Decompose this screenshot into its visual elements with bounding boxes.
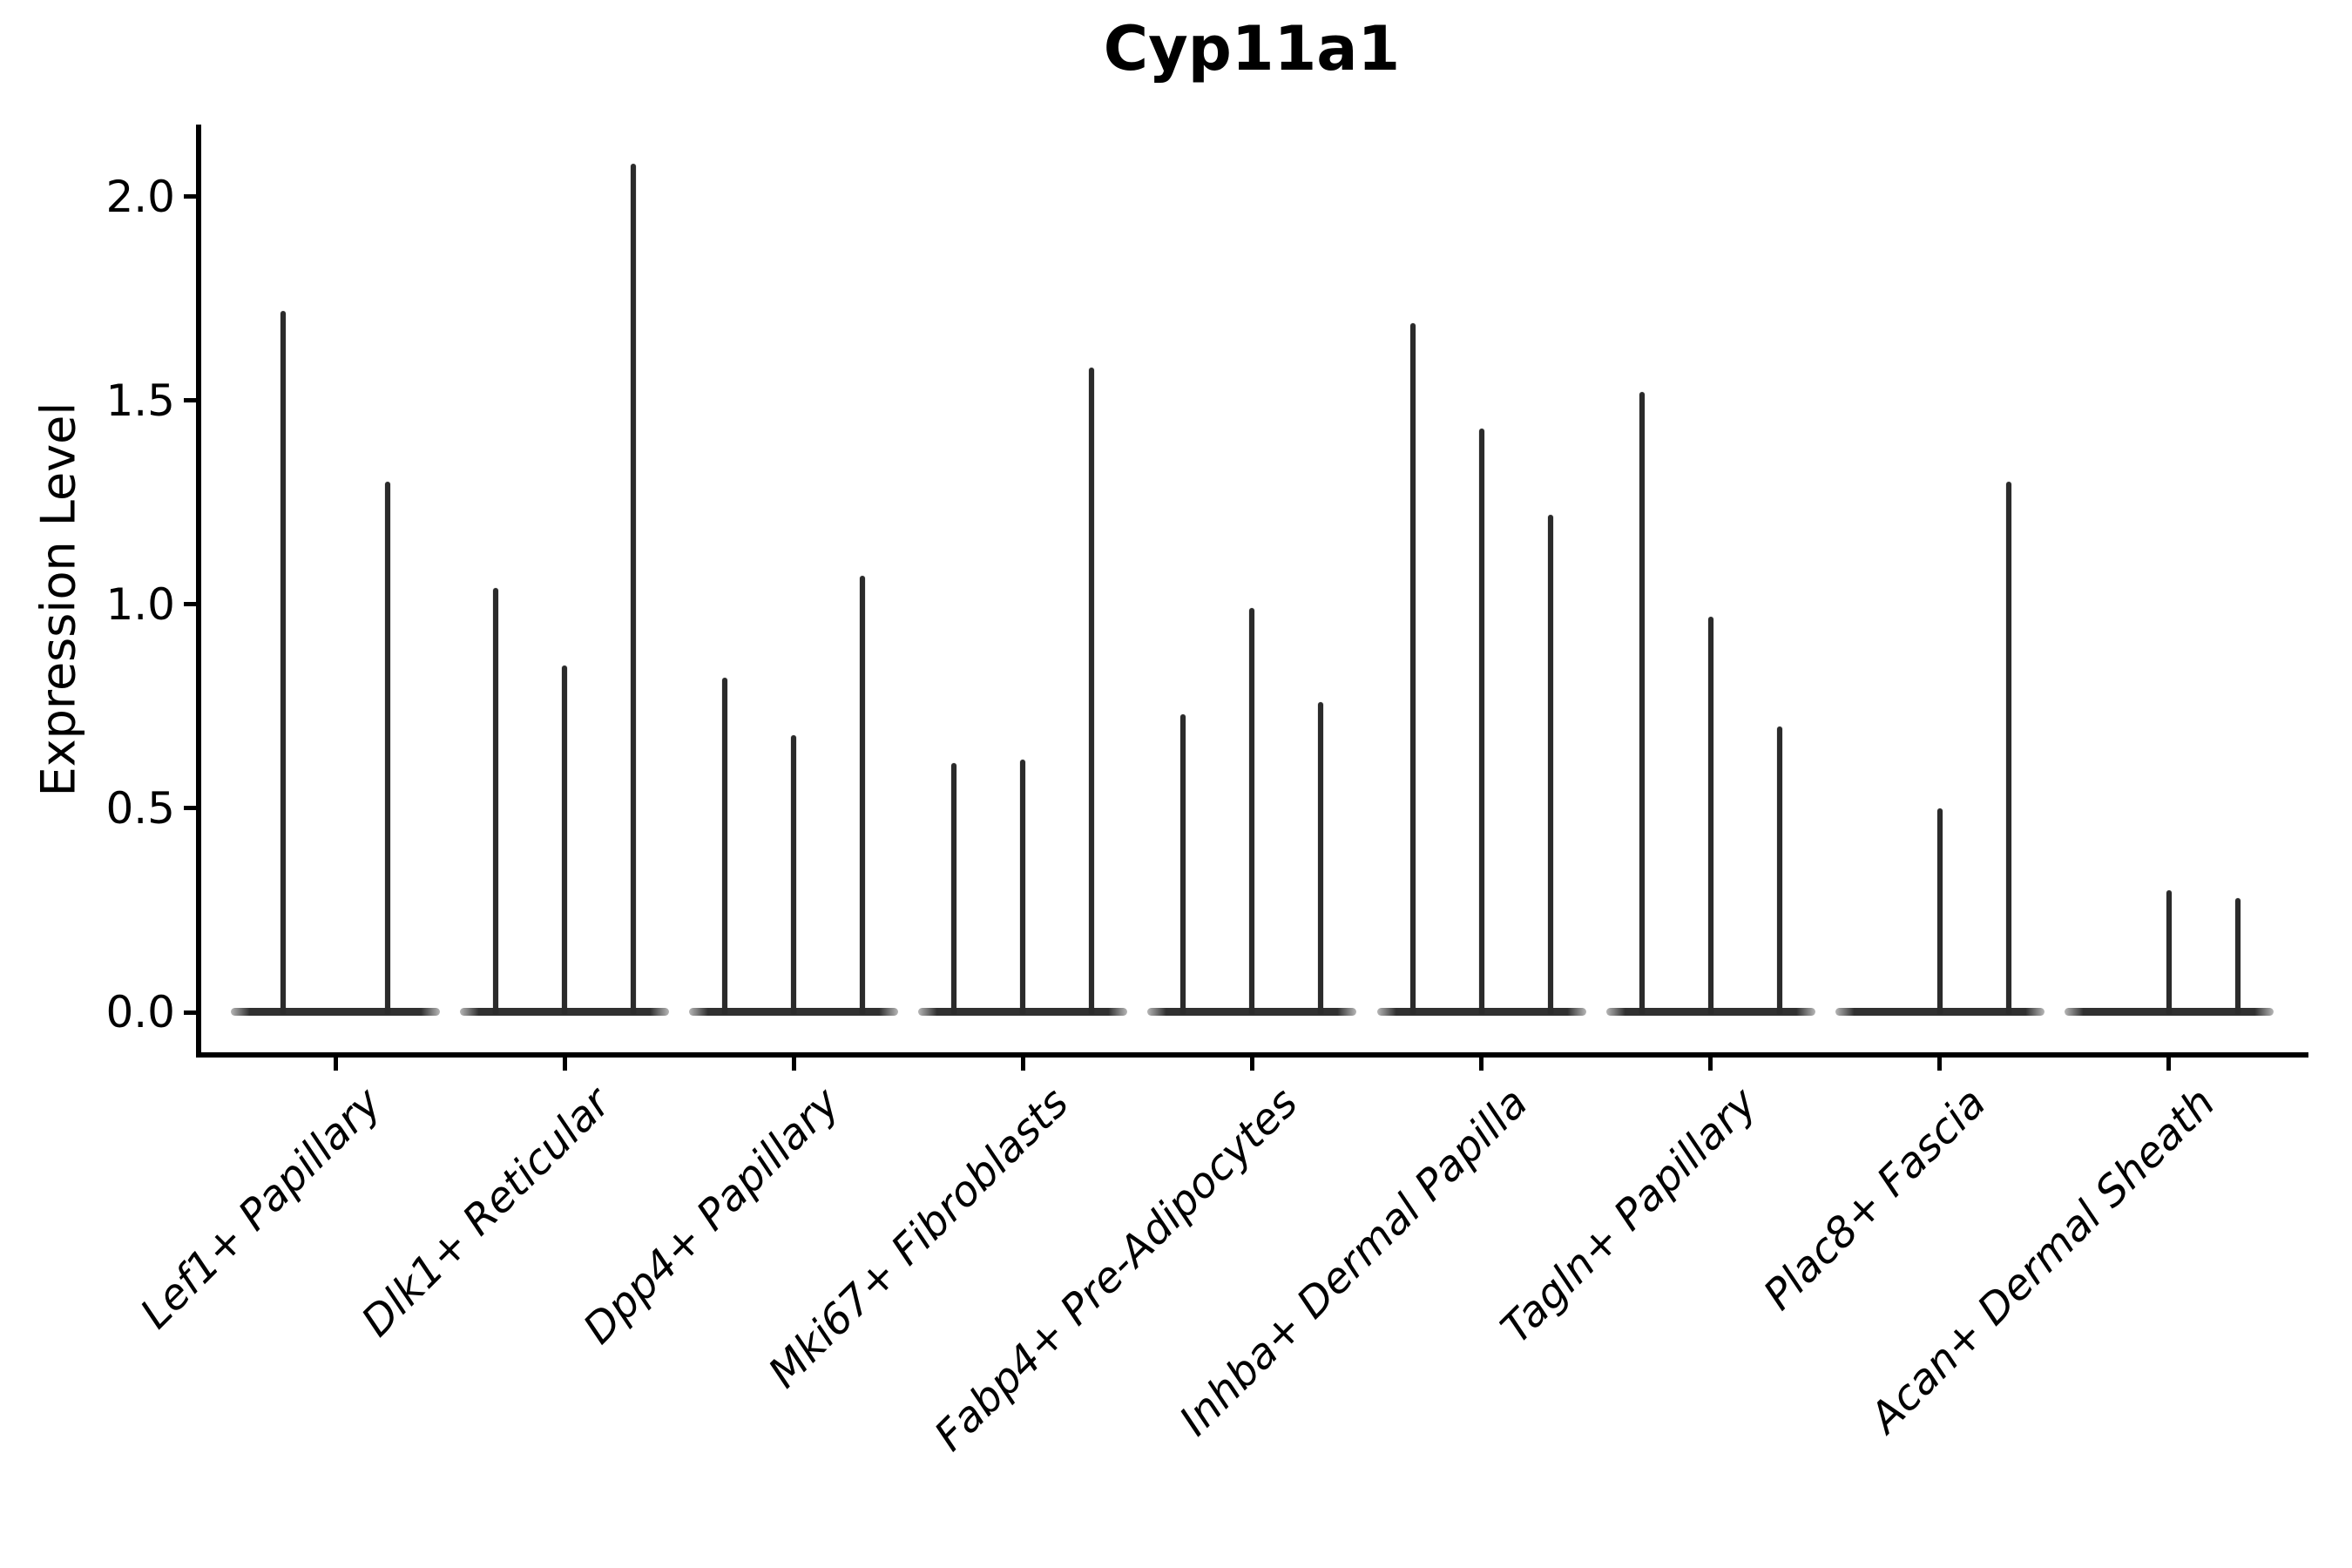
violin-spike bbox=[1409, 322, 1416, 1014]
x-tick-label: Lef1+ Papillary bbox=[131, 1078, 391, 1339]
y-tick-label: 0.5 bbox=[105, 782, 175, 834]
violin-baseline bbox=[231, 1008, 440, 1016]
violin-spike bbox=[1249, 608, 1255, 1014]
violin-spike bbox=[1936, 808, 1943, 1014]
violin-spike bbox=[493, 588, 499, 1014]
x-tick-label: Dpp4+ Papillary bbox=[574, 1078, 849, 1354]
violin-spike bbox=[860, 576, 866, 1014]
violin-spike bbox=[1180, 714, 1186, 1014]
chart-title: Cyp11a1 bbox=[1103, 13, 1401, 84]
y-axis-spine bbox=[196, 125, 201, 1058]
violin-spike bbox=[2166, 889, 2172, 1014]
x-tick bbox=[791, 1058, 796, 1071]
y-tick bbox=[184, 1010, 196, 1015]
y-tick-label: 1.0 bbox=[105, 578, 175, 630]
x-tick bbox=[1249, 1058, 1254, 1071]
x-tick bbox=[333, 1058, 338, 1071]
violin-spike bbox=[1020, 759, 1026, 1014]
y-tick-label: 0.0 bbox=[105, 987, 175, 1037]
y-tick-label: 2.0 bbox=[105, 171, 175, 222]
violin-spike bbox=[2005, 482, 2011, 1014]
violin-spike bbox=[631, 164, 637, 1014]
violin-spike bbox=[951, 763, 957, 1014]
violin-spike bbox=[1089, 368, 1095, 1014]
violin-spike bbox=[2234, 897, 2240, 1014]
violin-spike bbox=[1478, 429, 1484, 1014]
violin-spike bbox=[1318, 702, 1324, 1014]
x-tick-label: Plac8+ Fascia bbox=[1754, 1078, 1996, 1320]
violin-spike bbox=[1776, 727, 1782, 1014]
y-tick bbox=[184, 194, 196, 199]
violin-spike bbox=[1707, 616, 1713, 1014]
x-tick bbox=[1479, 1058, 1484, 1071]
x-tick bbox=[1708, 1058, 1713, 1071]
violin-spike bbox=[1547, 514, 1553, 1014]
x-tick bbox=[562, 1058, 567, 1071]
violin-spike bbox=[280, 310, 286, 1014]
x-tick-label: Dlk1+ Reticular bbox=[352, 1078, 620, 1347]
x-tick bbox=[2166, 1058, 2172, 1071]
x-axis-spine bbox=[196, 1052, 2308, 1058]
y-tick bbox=[184, 398, 196, 403]
violin-spike bbox=[562, 666, 568, 1014]
violin-spike bbox=[385, 482, 390, 1014]
violin-spike bbox=[791, 734, 797, 1014]
x-tick-label: Fabp4+ Pre-Adipocytes bbox=[925, 1078, 1308, 1461]
x-tick bbox=[1020, 1058, 1025, 1071]
violin-spike bbox=[1639, 392, 1645, 1014]
y-tick bbox=[184, 602, 196, 607]
y-tick-label: 1.5 bbox=[105, 375, 175, 426]
violin-spike bbox=[722, 678, 728, 1014]
y-axis-label: Expression Level bbox=[30, 402, 86, 797]
y-tick bbox=[184, 806, 196, 811]
x-tick-label: Tagln+ Papillary bbox=[1490, 1078, 1767, 1354]
x-tick bbox=[1937, 1058, 1943, 1071]
